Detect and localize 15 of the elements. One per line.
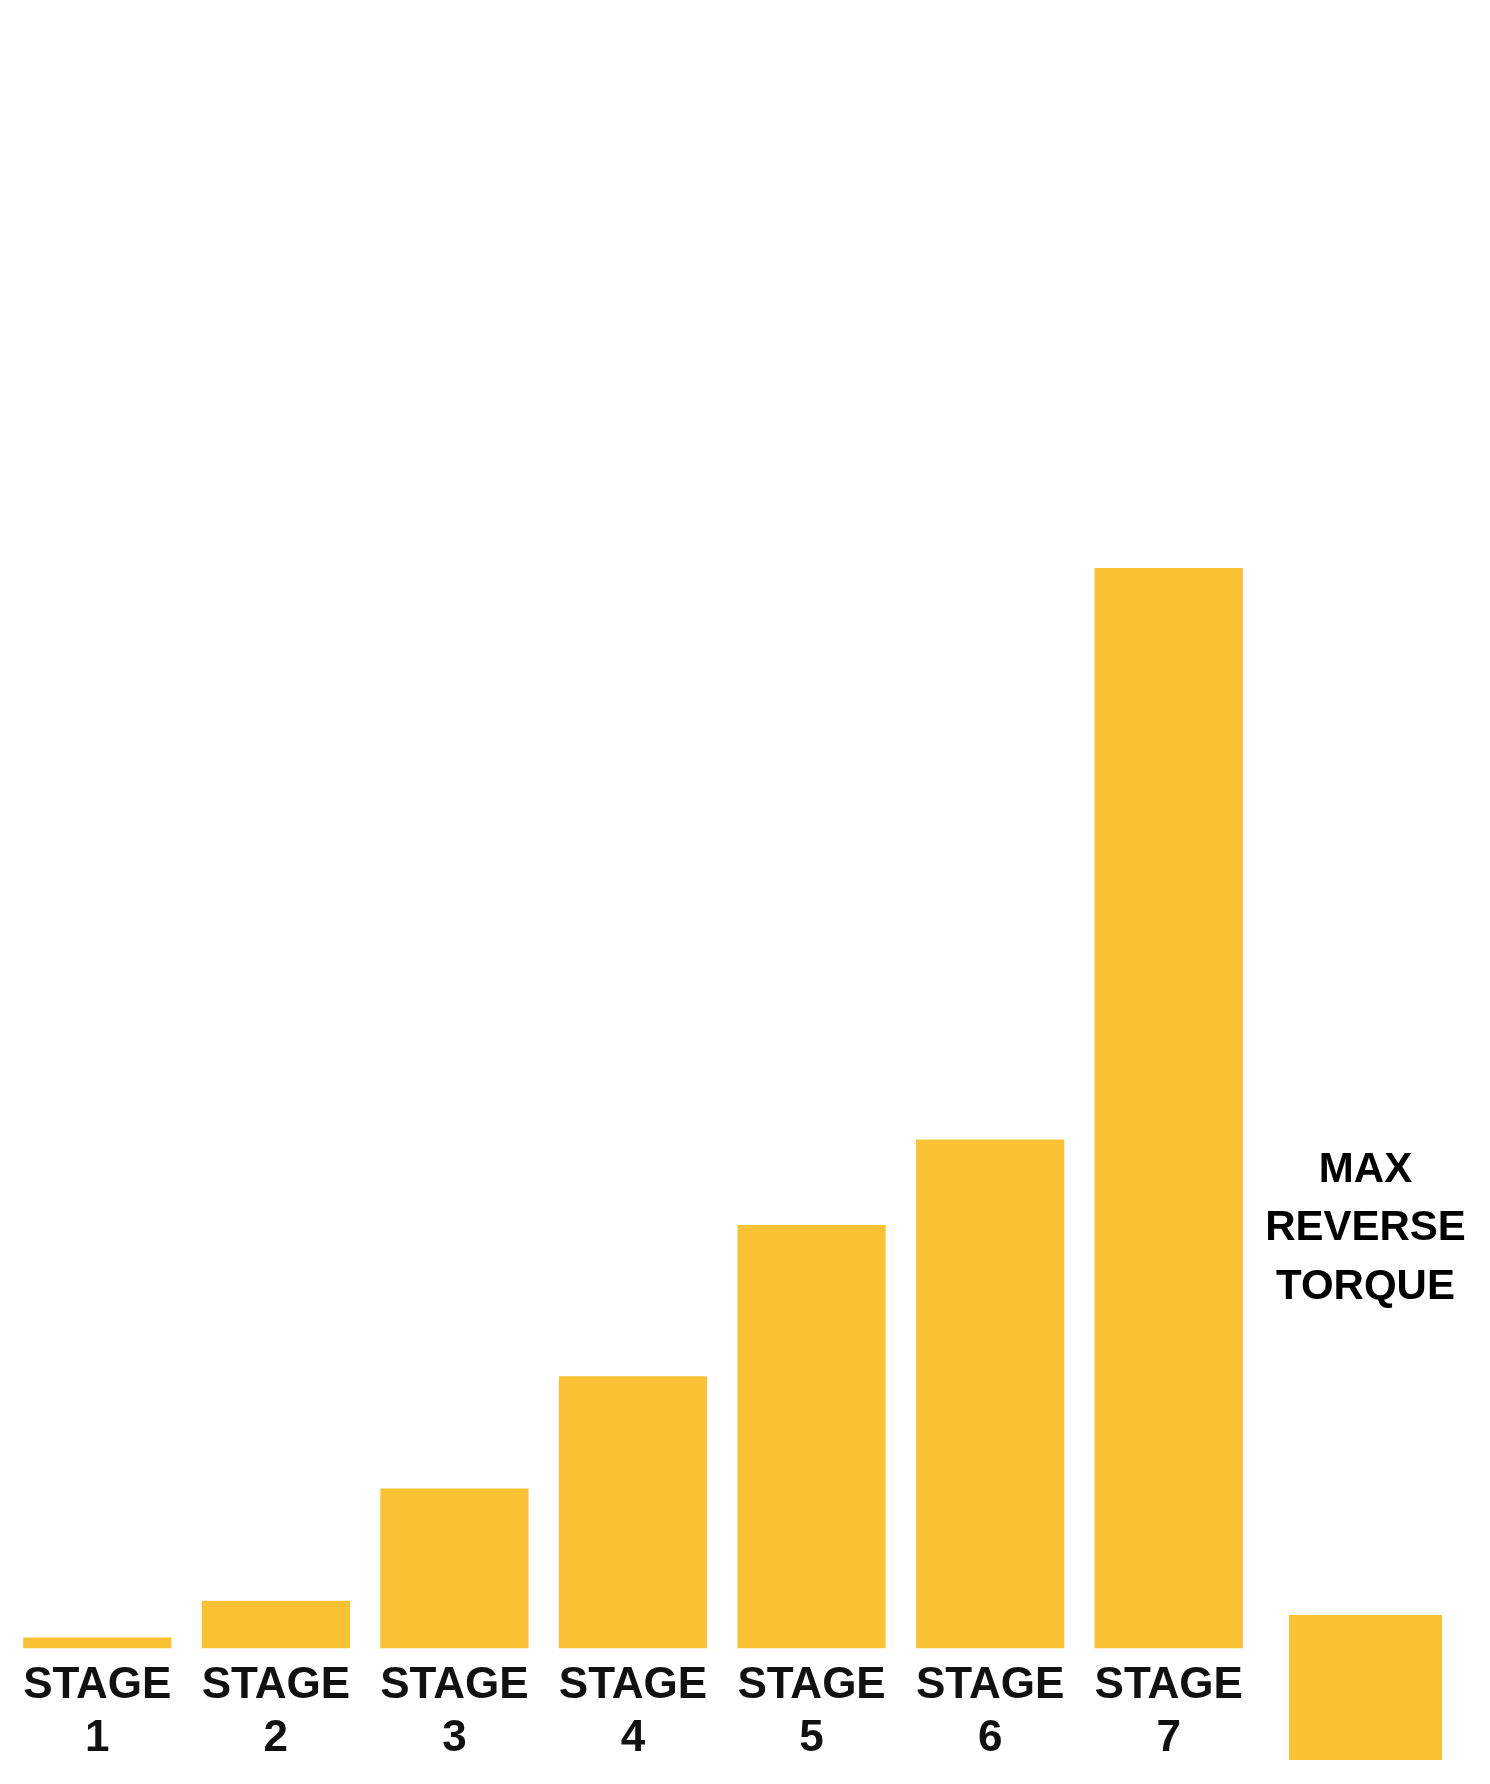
bar	[916, 1139, 1065, 1649]
x-tick-label: STAGE 1	[23, 1657, 172, 1760]
bar	[1094, 568, 1243, 1649]
x-tick-label: STAGE 5	[737, 1657, 886, 1760]
bar	[737, 1224, 886, 1649]
bar	[201, 1600, 350, 1649]
series-label: MAX REVERSE TORQUE	[1264, 1142, 1467, 1311]
x-tick-label: STAGE 7	[1094, 1657, 1243, 1760]
x-tick-label: STAGE 2	[201, 1657, 351, 1760]
bar	[558, 1376, 708, 1649]
x-tick-label: STAGE 6	[915, 1657, 1065, 1760]
x-tick-label: STAGE 4	[558, 1657, 708, 1760]
x-tick-label: STAGE 3	[380, 1657, 529, 1760]
bar	[380, 1488, 529, 1649]
bar	[23, 1637, 172, 1649]
